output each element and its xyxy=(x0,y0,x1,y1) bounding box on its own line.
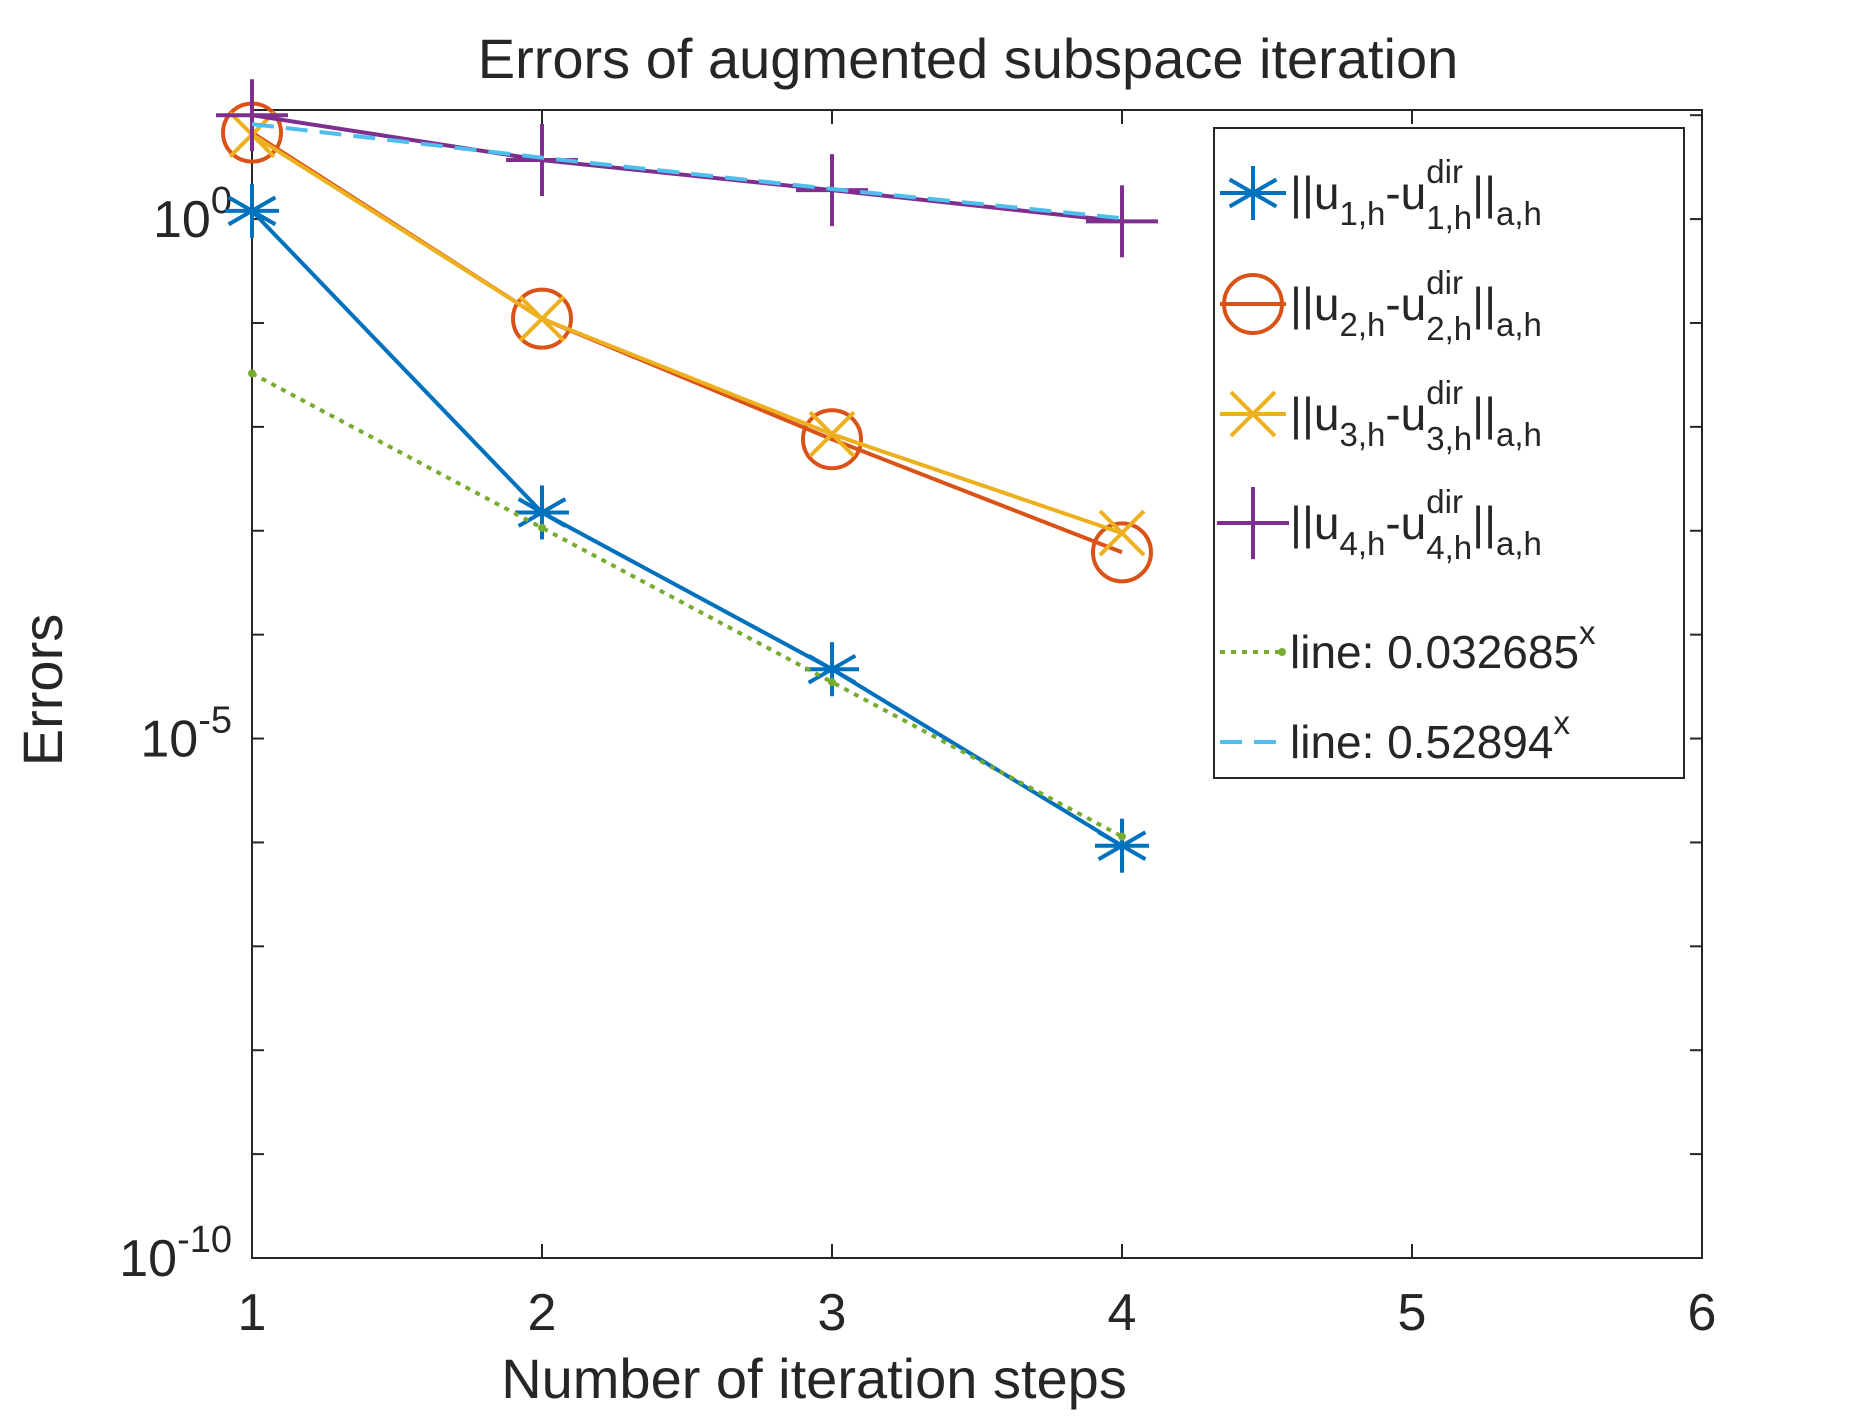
axes: 1 2 3 4 5 6 100 10-5 10-10 xyxy=(119,109,1717,1342)
plot-area xyxy=(216,79,1158,873)
chart-title: Errors of augmented subspace iteration xyxy=(478,27,1459,90)
legend-entry-s5: line: 0.032685x xyxy=(1220,614,1596,678)
marker-circle xyxy=(801,408,863,471)
legend-label-s6: line: 0.52894x xyxy=(1290,704,1570,768)
y-tick-label: 100 xyxy=(153,180,232,249)
x-axis-label: Number of iteration steps xyxy=(501,1347,1127,1410)
x-tick-label: 6 xyxy=(1688,1284,1717,1342)
marker-dot xyxy=(1118,832,1126,841)
marker-dot xyxy=(538,523,546,532)
legend-entry-s4: ||u4,h-udir 4,h||a,h xyxy=(1217,483,1542,566)
x-tick-label: 3 xyxy=(818,1284,847,1342)
marker-circle xyxy=(511,287,573,350)
marker-circle xyxy=(1091,521,1153,584)
y-axis-label: Errors xyxy=(11,614,74,766)
series-line-s3 xyxy=(250,132,1123,535)
x-tick-label: 2 xyxy=(528,1284,557,1342)
legend-entry-s2: ||u2,h-udir 2,h||a,h xyxy=(1220,264,1542,347)
series-line-s6 xyxy=(251,122,1123,221)
marker-x xyxy=(1229,390,1277,438)
y-tick-label: 10-10 xyxy=(119,1219,232,1288)
marker-dot xyxy=(828,678,836,687)
marker-x xyxy=(518,295,566,343)
legend-entry-s3: ||u3,h-udir 3,h||a,h xyxy=(1220,374,1542,457)
x-tick-label: 4 xyxy=(1108,1284,1137,1342)
series-line-s1 xyxy=(250,209,1124,848)
legend-entry-s6: line: 0.52894x xyxy=(1220,704,1570,768)
x-tick-label: 5 xyxy=(1398,1284,1427,1342)
series-s4 xyxy=(216,79,1158,258)
marker-x xyxy=(808,410,856,458)
marker-circle xyxy=(1222,273,1284,335)
series-s6 xyxy=(251,122,1123,221)
series-s5 xyxy=(248,369,1126,841)
series-s3 xyxy=(228,111,1146,557)
legend-label-s5: line: 0.032685x xyxy=(1290,614,1596,678)
series-line-s4 xyxy=(251,113,1123,224)
x-tick-label: 1 xyxy=(238,1284,267,1342)
legend-label-s3: ||u3,h-udir 3,h||a,h xyxy=(1290,374,1542,457)
series-s1 xyxy=(225,183,1149,873)
series-line-s5 xyxy=(251,371,1123,839)
marker-x xyxy=(1098,509,1146,557)
legend-entry-s1: ||u1,h-udir 1,h||a,h xyxy=(1220,153,1542,236)
marker-dot xyxy=(1278,648,1286,656)
legend-label-s4: ||u4,h-udir 4,h||a,h xyxy=(1290,483,1542,566)
marker-dot xyxy=(248,369,256,378)
legend-label-s2: ||u2,h-udir 2,h||a,h xyxy=(1290,264,1542,347)
legend: ||u1,h-udir 1,h||a,h ||u2,h-udir 2,h||a,h ||… xyxy=(1213,127,1685,779)
legend-box xyxy=(1213,127,1685,779)
y-tick-label: 10-5 xyxy=(140,700,232,769)
legend-label-s1: ||u1,h-udir 1,h||a,h xyxy=(1290,153,1542,236)
axes-box xyxy=(251,109,1703,1259)
